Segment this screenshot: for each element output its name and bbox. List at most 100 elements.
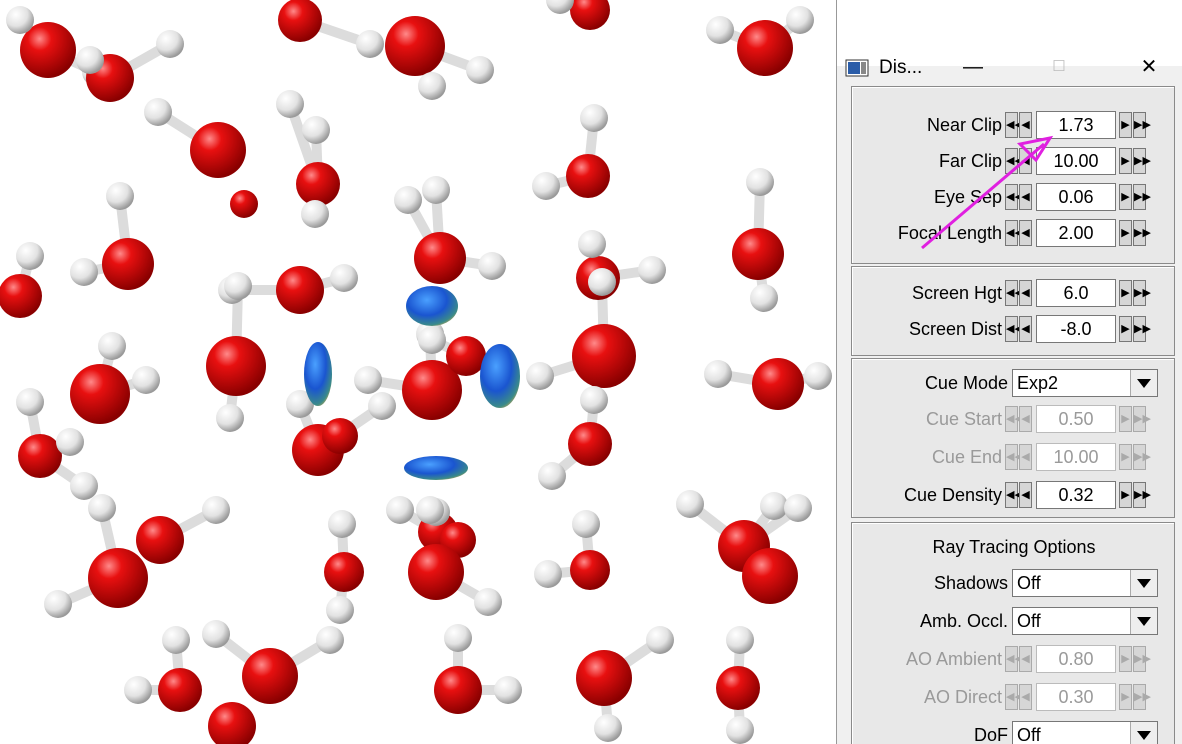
hydrogen-atom [526, 362, 554, 390]
far-clip-input[interactable]: 10.00 [1036, 147, 1116, 175]
cue-start-row: Cue Start ◀◀ ◀ 0.50 ▶ ▶▶ [852, 403, 1176, 437]
hydrogen-atom [132, 366, 160, 394]
near-clip-input[interactable]: 1.73 [1036, 111, 1116, 139]
cue-density-label: Cue Density [903, 485, 1002, 505]
fast-increase-button[interactable]: ▶▶ [1133, 684, 1151, 710]
fast-decrease-button[interactable]: ◀◀ [1005, 112, 1023, 138]
fast-increase-button[interactable]: ▶▶ [1133, 280, 1151, 306]
window-titlebar[interactable]: Dis... — ☐ ✕ [837, 22, 1182, 78]
cue-start-label: Cue Start [925, 409, 1002, 429]
decrease-button[interactable]: ◀ [1019, 444, 1032, 470]
hydrogen-atom [588, 268, 616, 296]
screen-dist-input[interactable]: -8.0 [1036, 315, 1116, 343]
fast-increase-button[interactable]: ▶▶ [1133, 646, 1151, 672]
increase-button[interactable]: ▶ [1119, 684, 1132, 710]
dof-label: DoF [973, 725, 1008, 744]
hydrogen-atom [301, 200, 329, 228]
hydrogen-atom [750, 284, 778, 312]
decrease-button[interactable]: ◀ [1019, 684, 1032, 710]
decrease-button[interactable]: ◀ [1019, 280, 1032, 306]
oxygen-atom [206, 336, 266, 396]
increase-button[interactable]: ▶ [1119, 316, 1132, 342]
amb-occl-select[interactable]: Off [1012, 607, 1158, 635]
cue-density-input[interactable]: 0.32 [1036, 481, 1116, 509]
decrease-button[interactable]: ◀ [1019, 148, 1032, 174]
hydrogen-atom [44, 590, 72, 618]
close-button[interactable]: ✕ [1140, 56, 1158, 78]
fast-increase-button[interactable]: ▶▶ [1133, 316, 1151, 342]
shadows-select[interactable]: Off [1012, 569, 1158, 597]
cue-section: Cue Mode Exp2 Cue Start ◀◀ ◀ 0.50 ▶ ▶▶ C… [851, 358, 1175, 518]
increase-button[interactable]: ▶ [1119, 646, 1132, 672]
amb-occl-row: Amb. Occl. Off [852, 605, 1176, 639]
chevron-down-icon[interactable] [1130, 608, 1157, 634]
increase-button[interactable]: ▶ [1119, 112, 1132, 138]
cue-start-input[interactable]: 0.50 [1036, 405, 1116, 433]
fast-decrease-button[interactable]: ◀◀ [1005, 184, 1023, 210]
fast-increase-button[interactable]: ▶▶ [1133, 112, 1151, 138]
fast-increase-button[interactable]: ▶▶ [1133, 444, 1151, 470]
decrease-button[interactable]: ◀ [1019, 646, 1032, 672]
chevron-down-icon[interactable] [1130, 370, 1157, 396]
maximize-button[interactable]: ☐ [1052, 58, 1066, 75]
hydrogen-atom [594, 714, 622, 742]
fast-decrease-button[interactable]: ◀◀ [1005, 316, 1023, 342]
ao-direct-input[interactable]: 0.30 [1036, 683, 1116, 711]
cue-mode-select[interactable]: Exp2 [1012, 369, 1158, 397]
fast-decrease-button[interactable]: ◀◀ [1005, 684, 1023, 710]
increase-button[interactable]: ▶ [1119, 406, 1132, 432]
decrease-button[interactable]: ◀ [1019, 112, 1032, 138]
eye-sep-input[interactable]: 0.06 [1036, 183, 1116, 211]
fast-decrease-button[interactable]: ◀◀ [1005, 482, 1023, 508]
decrease-button[interactable]: ◀ [1019, 482, 1032, 508]
oxygen-atom [576, 650, 632, 706]
increase-button[interactable]: ▶ [1119, 280, 1132, 306]
decrease-button[interactable]: ◀ [1019, 406, 1032, 432]
oxygen-atom [322, 418, 358, 454]
chevron-down-icon[interactable] [1130, 570, 1157, 596]
hydrogen-atom [98, 332, 126, 360]
hydrogen-atom [368, 392, 396, 420]
hydrogen-atom [646, 626, 674, 654]
minimize-button[interactable]: — [963, 56, 983, 78]
hydrogen-atom [330, 264, 358, 292]
fast-increase-button[interactable]: ▶▶ [1133, 148, 1151, 174]
increase-button[interactable]: ▶ [1119, 148, 1132, 174]
increase-button[interactable]: ▶ [1119, 220, 1132, 246]
hydrogen-atom [786, 6, 814, 34]
screen-section: Screen Hgt ◀◀ ◀ 6.0 ▶ ▶▶ Screen Dist ◀◀ … [851, 266, 1175, 356]
increase-button[interactable]: ▶ [1119, 444, 1132, 470]
fast-decrease-button[interactable]: ◀◀ [1005, 646, 1023, 672]
hydrogen-atom [746, 168, 774, 196]
increase-button[interactable]: ▶ [1119, 482, 1132, 508]
decrease-button[interactable]: ◀ [1019, 184, 1032, 210]
hydrogen-atom [704, 360, 732, 388]
ao-ambient-input[interactable]: 0.80 [1036, 645, 1116, 673]
fast-increase-button[interactable]: ▶▶ [1133, 406, 1151, 432]
ray-tracing-heading: Ray Tracing Options [932, 537, 1096, 557]
fast-increase-button[interactable]: ▶▶ [1133, 482, 1151, 508]
hydrogen-atom [124, 676, 152, 704]
decrease-button[interactable]: ◀ [1019, 220, 1032, 246]
fast-increase-button[interactable]: ▶▶ [1133, 220, 1151, 246]
hydrogen-atom [580, 386, 608, 414]
hydrogen-atom [106, 182, 134, 210]
fast-decrease-button[interactable]: ◀◀ [1005, 444, 1023, 470]
molecule-viewport[interactable] [0, 0, 836, 744]
fast-decrease-button[interactable]: ◀◀ [1005, 406, 1023, 432]
fast-decrease-button[interactable]: ◀◀ [1005, 148, 1023, 174]
focal-length-input[interactable]: 2.00 [1036, 219, 1116, 247]
dof-select[interactable]: Off [1012, 721, 1158, 744]
oxygen-atom [88, 548, 148, 608]
oxygen-atom [242, 648, 298, 704]
screen-hgt-input[interactable]: 6.0 [1036, 279, 1116, 307]
cue-end-input[interactable]: 10.00 [1036, 443, 1116, 471]
hydrogen-atom [416, 496, 444, 524]
fast-decrease-button[interactable]: ◀◀ [1005, 220, 1023, 246]
increase-button[interactable]: ▶ [1119, 184, 1132, 210]
fast-increase-button[interactable]: ▶▶ [1133, 184, 1151, 210]
ao-direct-row: AO Direct ◀◀ ◀ 0.30 ▶ ▶▶ [852, 681, 1176, 715]
fast-decrease-button[interactable]: ◀◀ [1005, 280, 1023, 306]
decrease-button[interactable]: ◀ [1019, 316, 1032, 342]
chevron-down-icon[interactable] [1130, 722, 1157, 744]
